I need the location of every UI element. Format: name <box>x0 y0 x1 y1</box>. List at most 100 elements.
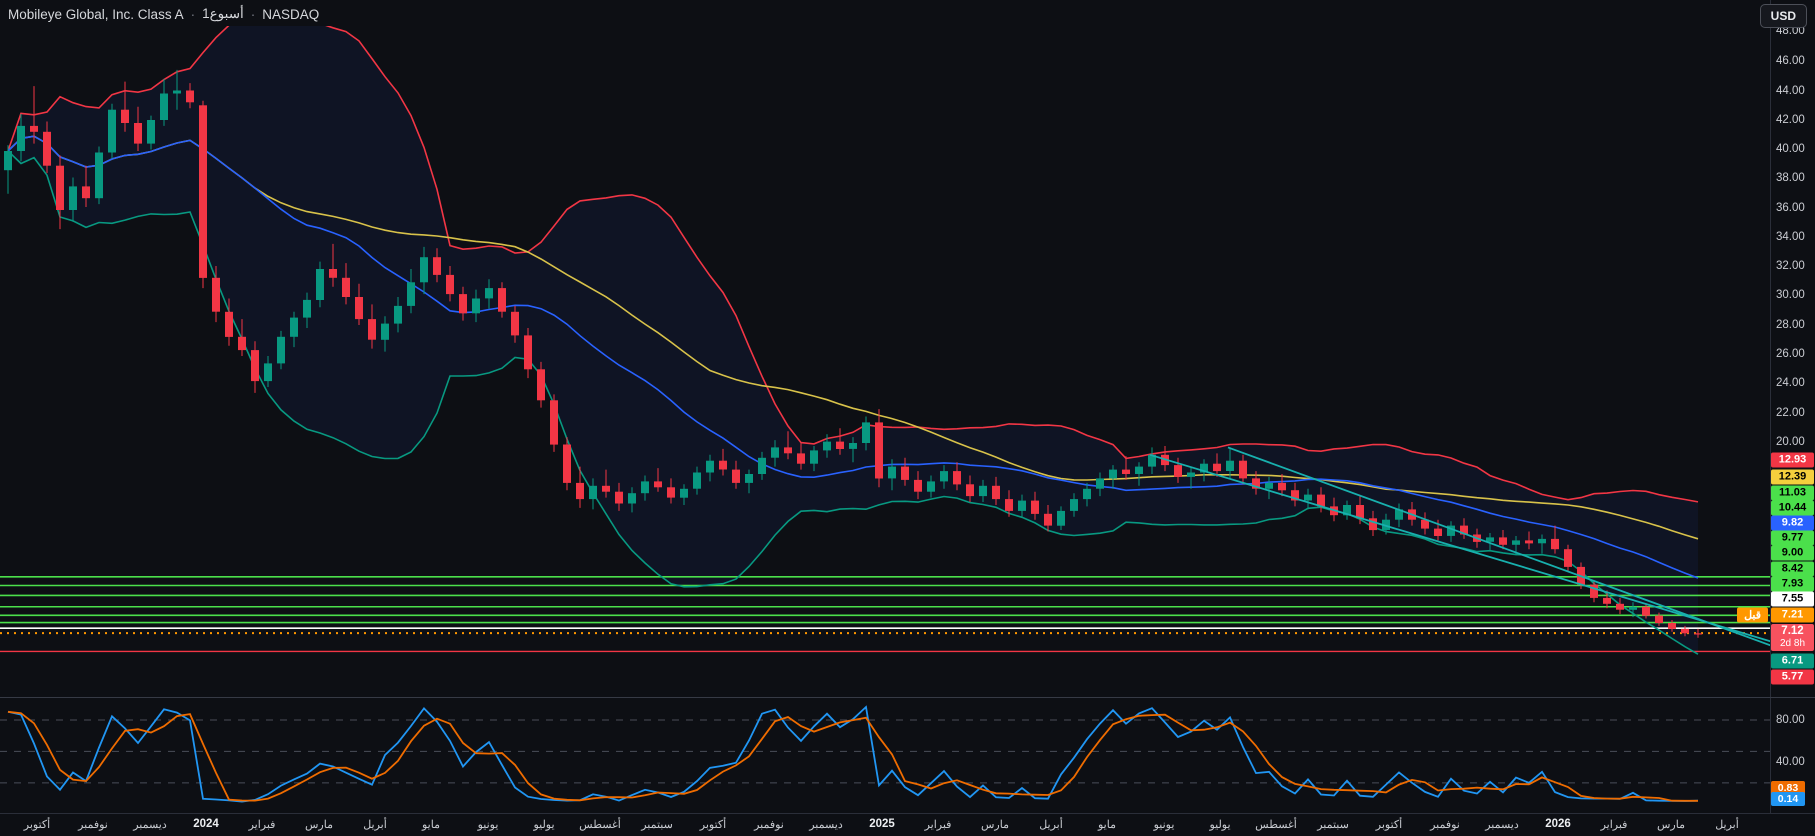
time-axis-month-label: مايو <box>1098 819 1116 831</box>
candle-body <box>459 294 467 314</box>
time-axis-month-label: مارس <box>981 819 1009 831</box>
candle-body <box>953 471 961 485</box>
symbol-title[interactable]: Mobileye Global, Inc. Class A · 1أسبوع ·… <box>8 6 319 22</box>
interval-label[interactable]: 1أسبوع <box>202 6 244 21</box>
candle-body <box>1083 488 1091 500</box>
candle-body <box>43 131 51 166</box>
title-separator: · <box>190 6 196 22</box>
time-axis-month-label: سبتمبر <box>1317 819 1349 831</box>
candle-body <box>121 109 129 123</box>
candle-body <box>537 369 545 401</box>
candle-body <box>134 123 142 144</box>
candle-body <box>1109 469 1117 479</box>
candle-body <box>147 120 155 144</box>
candle-body <box>498 288 506 312</box>
price-tick: 28.00 <box>1776 319 1805 331</box>
time-axis-year-label: 2026 <box>1545 818 1571 830</box>
bollinger-fill <box>8 26 1698 655</box>
time-axis-month-label: أكتوبر <box>1375 819 1403 831</box>
trendline-drawing[interactable] <box>1149 453 1800 650</box>
candle-body <box>810 450 818 464</box>
stochastic-k-line <box>7 705 1699 803</box>
candle-body <box>251 350 259 382</box>
candle-body <box>1512 540 1520 545</box>
candle-body <box>667 487 675 498</box>
candle-body <box>290 317 298 337</box>
current-price-label: 7.12 2d 8h <box>1771 624 1814 651</box>
candle-body <box>368 319 376 340</box>
time-axis-month-label: سبتمبر <box>641 819 673 831</box>
candle-body <box>69 186 77 210</box>
candle-body <box>238 336 246 351</box>
candle-body <box>186 90 194 103</box>
currency-usd-button[interactable]: USD <box>1759 4 1807 28</box>
candle-body <box>1590 584 1598 598</box>
price-tick: 46.00 <box>1776 55 1805 67</box>
time-axis-month-label: يوليو <box>533 819 555 831</box>
time-axis-month-label: ديسمبر <box>133 819 167 831</box>
candle-body <box>836 441 844 449</box>
time-axis-border <box>0 813 1815 814</box>
candle-body <box>576 482 584 500</box>
candle-body <box>1174 465 1182 477</box>
candle-body <box>693 472 701 489</box>
candle-body <box>1694 633 1702 635</box>
price-tick: 32.00 <box>1776 260 1805 272</box>
candle-body <box>511 311 519 336</box>
candle-body <box>875 422 883 479</box>
candle-body <box>966 484 974 497</box>
candle-body <box>212 277 220 312</box>
candle-body <box>1642 606 1650 616</box>
candle-body <box>95 152 103 199</box>
stochastic-d-line <box>7 710 1698 802</box>
candle-body <box>745 474 753 483</box>
candle-body <box>1226 460 1234 471</box>
candle-body <box>1486 537 1494 542</box>
pane-divider[interactable] <box>0 697 1815 698</box>
candle-body <box>550 400 558 445</box>
candle-body <box>1278 482 1286 491</box>
candle-body <box>1369 518 1377 531</box>
candle-body <box>264 363 272 382</box>
time-axis-month-label: مايو <box>422 819 440 831</box>
price-value-label: 10.44 <box>1771 500 1814 516</box>
candle-body <box>1421 519 1429 529</box>
bollinger-upper-line <box>7 26 1699 503</box>
candle-body <box>1265 482 1273 489</box>
price-value-label: 5.77 <box>1771 669 1814 685</box>
candle-body <box>1304 494 1312 501</box>
candle-body <box>1343 505 1351 516</box>
time-axis-month-label: يوليو <box>1209 819 1231 831</box>
exchange-label: NASDAQ <box>262 6 320 22</box>
candle-body <box>823 441 831 451</box>
candle-body <box>472 298 480 314</box>
bollinger-basis-line <box>7 135 1699 579</box>
price-value-label: 12.93 <box>1771 452 1814 468</box>
price-value-label: 11.03 <box>1771 485 1814 501</box>
symbol-name[interactable]: Mobileye Global, Inc. Class A <box>8 6 184 22</box>
candle-body <box>1317 494 1325 507</box>
candle-body <box>108 109 116 153</box>
time-axis-month-label: أبريل <box>1039 819 1063 831</box>
candle-body <box>303 299 311 318</box>
oscillator-last-value: 0.14 <box>1771 792 1805 806</box>
price-value-label: 9.77 <box>1771 530 1814 546</box>
candle-body <box>329 269 337 278</box>
price-tick: 34.00 <box>1776 231 1805 243</box>
alert-badge[interactable]: قبل <box>1737 607 1768 623</box>
price-tick: 22.00 <box>1776 407 1805 419</box>
slow-ma-line <box>7 135 1699 540</box>
title-separator: · <box>250 6 256 22</box>
candle-body <box>862 422 870 443</box>
candle-body <box>615 491 623 504</box>
price-tick: 24.00 <box>1776 377 1805 389</box>
candle-body <box>1564 549 1572 567</box>
price-tick: 38.00 <box>1776 172 1805 184</box>
candle-body <box>1551 538 1559 550</box>
candle-body <box>1538 538 1546 544</box>
candle-body <box>56 165 64 210</box>
candle-body <box>160 93 168 120</box>
time-axis-month-label: مارس <box>1657 819 1685 831</box>
